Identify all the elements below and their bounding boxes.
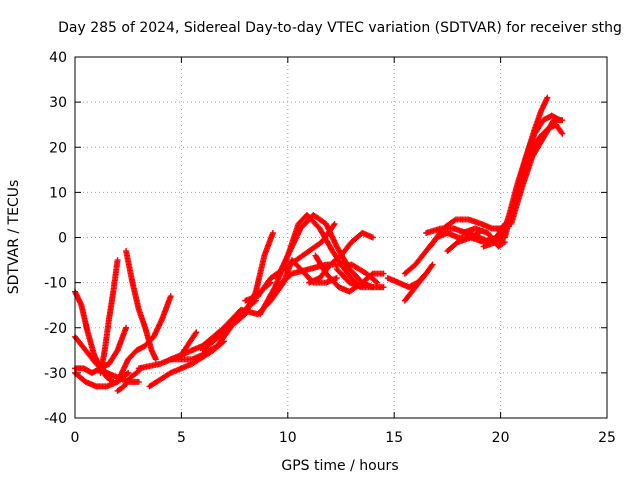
data-point-marker bbox=[123, 324, 130, 331]
data-point-marker bbox=[330, 222, 337, 229]
plot-frame bbox=[74, 56, 608, 419]
y-tick-label: 10 bbox=[49, 185, 67, 201]
data-point-marker bbox=[451, 217, 458, 224]
data-point-marker bbox=[331, 220, 338, 227]
y-tick-label: 30 bbox=[49, 95, 67, 111]
data-series-arc-32 bbox=[508, 117, 566, 227]
x-axis-label: GPS time / hours bbox=[281, 458, 398, 474]
data-point-marker bbox=[428, 262, 435, 269]
data-point-marker bbox=[125, 369, 132, 376]
data-point-marker bbox=[380, 270, 387, 277]
data-point-marker bbox=[372, 278, 379, 285]
data-series-arc-18 bbox=[274, 261, 381, 291]
data-point-marker bbox=[429, 261, 436, 268]
data-point-marker bbox=[559, 130, 566, 137]
y-tick-label: -10 bbox=[44, 276, 67, 292]
y-tick-label: 40 bbox=[49, 50, 67, 66]
data-point-marker bbox=[193, 329, 200, 336]
y-axis-label: SDTVAR / TECUs bbox=[6, 180, 22, 295]
data-series-arc-8 bbox=[116, 293, 174, 381]
x-tick-label: 10 bbox=[279, 430, 297, 446]
data-series-arc-6 bbox=[123, 248, 159, 363]
grid-layer bbox=[75, 57, 607, 418]
y-tick-label: 0 bbox=[58, 231, 67, 247]
data-series-arc-3 bbox=[72, 369, 132, 390]
data-point-marker bbox=[269, 229, 276, 236]
y-tick-label: -40 bbox=[44, 411, 67, 427]
y-tick-label: 20 bbox=[49, 140, 67, 156]
data-point-marker bbox=[369, 234, 376, 241]
data-point-marker bbox=[558, 129, 565, 136]
data-series-arc-20 bbox=[312, 252, 387, 295]
y-tick-label: -30 bbox=[44, 366, 67, 382]
x-tick-label: 0 bbox=[71, 430, 80, 446]
tick-layer: 0 5 10 15 20 25 -40 -30 -20 -10 0 10 20 30 40 bbox=[44, 50, 616, 446]
data-point-marker bbox=[368, 271, 375, 278]
x-tick-label: 15 bbox=[385, 430, 403, 446]
x-tick-label: 20 bbox=[492, 430, 510, 446]
data-point-marker bbox=[544, 94, 551, 101]
data-point-marker bbox=[114, 257, 121, 264]
data-point-marker bbox=[152, 356, 159, 363]
chart-title: Day 285 of 2024, Sidereal Day-to-day VTE… bbox=[58, 20, 622, 36]
data-point-marker bbox=[333, 275, 340, 282]
data-point-marker bbox=[167, 293, 174, 300]
data-point-marker bbox=[135, 378, 142, 385]
data-series-arc-5 bbox=[97, 257, 121, 376]
data-point-marker bbox=[380, 284, 387, 291]
x-tick-label: 25 bbox=[598, 430, 616, 446]
data-point-marker bbox=[559, 117, 566, 124]
data-layer bbox=[72, 94, 566, 394]
data-series-arc-21 bbox=[333, 266, 387, 291]
data-series-arc-23 bbox=[401, 261, 436, 304]
y-tick-label: -20 bbox=[44, 321, 67, 337]
x-tick-label: 5 bbox=[177, 430, 186, 446]
data-point-marker bbox=[374, 279, 381, 286]
data-point-marker bbox=[124, 370, 131, 377]
